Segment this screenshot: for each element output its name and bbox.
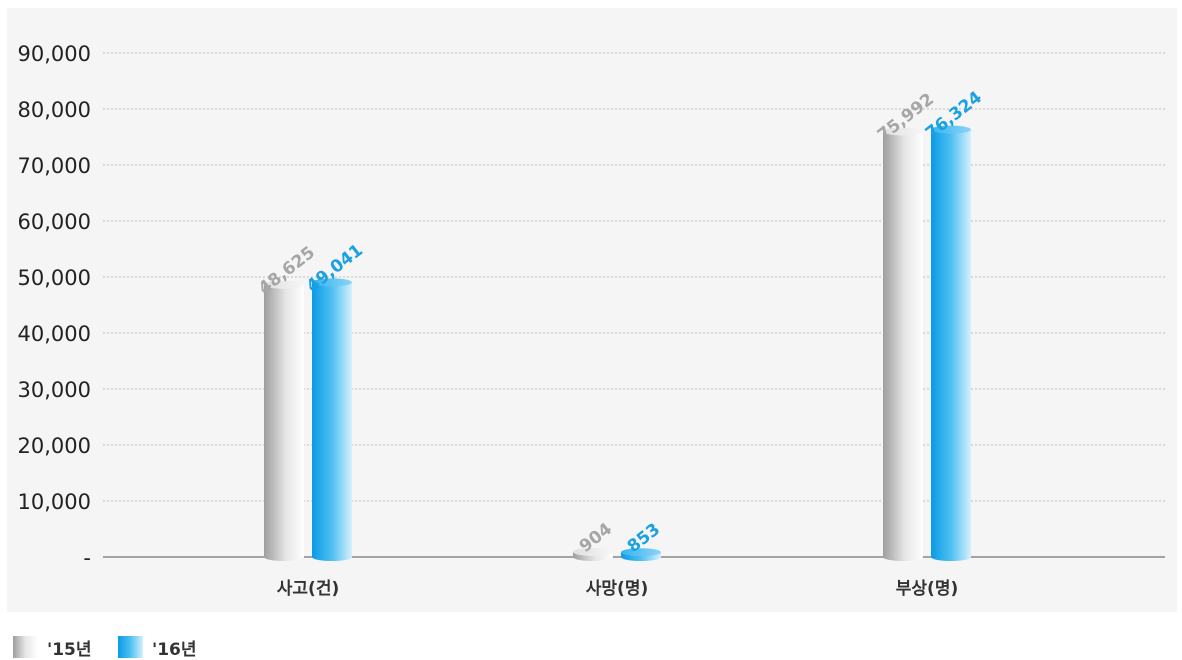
x-category-label: 부상(명) <box>896 579 958 599</box>
bars <box>264 125 971 561</box>
chart-panel: - 10,000 20,000 30,000 40,000 50,000 60,000 70,… <box>7 8 1177 612</box>
y-tick-label: 20,000 <box>18 434 91 458</box>
chart-svg: - 10,000 20,000 30,000 40,000 50,000 60,000 70,… <box>18 42 1165 599</box>
x-category-label: 사망(명) <box>586 579 648 599</box>
legend-item-2016: '16년 <box>118 636 197 660</box>
bar-2015-2 <box>883 127 923 561</box>
bar-cap <box>312 278 352 287</box>
y-tick-label: - <box>83 546 91 570</box>
legend-swatch-blue-icon <box>118 636 143 658</box>
bar-cap <box>883 127 923 136</box>
x-axis-labels: 사고(건) 사망(명) 부상(명) <box>277 579 958 599</box>
y-tick-label: 80,000 <box>18 98 91 122</box>
bar-body <box>931 129 971 561</box>
legend-item-2015: '15년 <box>13 636 92 660</box>
y-tick-label: 10,000 <box>18 490 91 514</box>
bar-body <box>264 284 304 561</box>
bar-body <box>883 131 923 561</box>
legend-label-2015: '15년 <box>47 639 92 660</box>
bar-cap <box>931 125 971 134</box>
bar-2016-0 <box>312 278 352 561</box>
x-category-label: 사고(건) <box>277 579 339 599</box>
bar-2016-2 <box>931 125 971 561</box>
y-axis: - 10,000 20,000 30,000 40,000 50,000 60,000 70,… <box>18 42 1165 570</box>
bar-cap <box>573 547 613 556</box>
y-tick-label: 70,000 <box>18 154 91 178</box>
legend-label-2016: '16년 <box>152 639 197 660</box>
bar-cap <box>621 548 661 557</box>
bar-2016-1 <box>621 548 661 561</box>
bar-2015-0 <box>264 280 304 561</box>
y-tick-label: 30,000 <box>18 378 91 402</box>
y-tick-label: 50,000 <box>18 266 91 290</box>
y-tick-label: 60,000 <box>18 210 91 234</box>
bar-cap <box>264 280 304 289</box>
bar-2015-1 <box>573 547 613 561</box>
y-tick-label: 40,000 <box>18 322 91 346</box>
y-tick-label: 90,000 <box>18 42 91 66</box>
bar-body <box>312 282 352 561</box>
legend-swatch-gray-icon <box>13 636 38 658</box>
